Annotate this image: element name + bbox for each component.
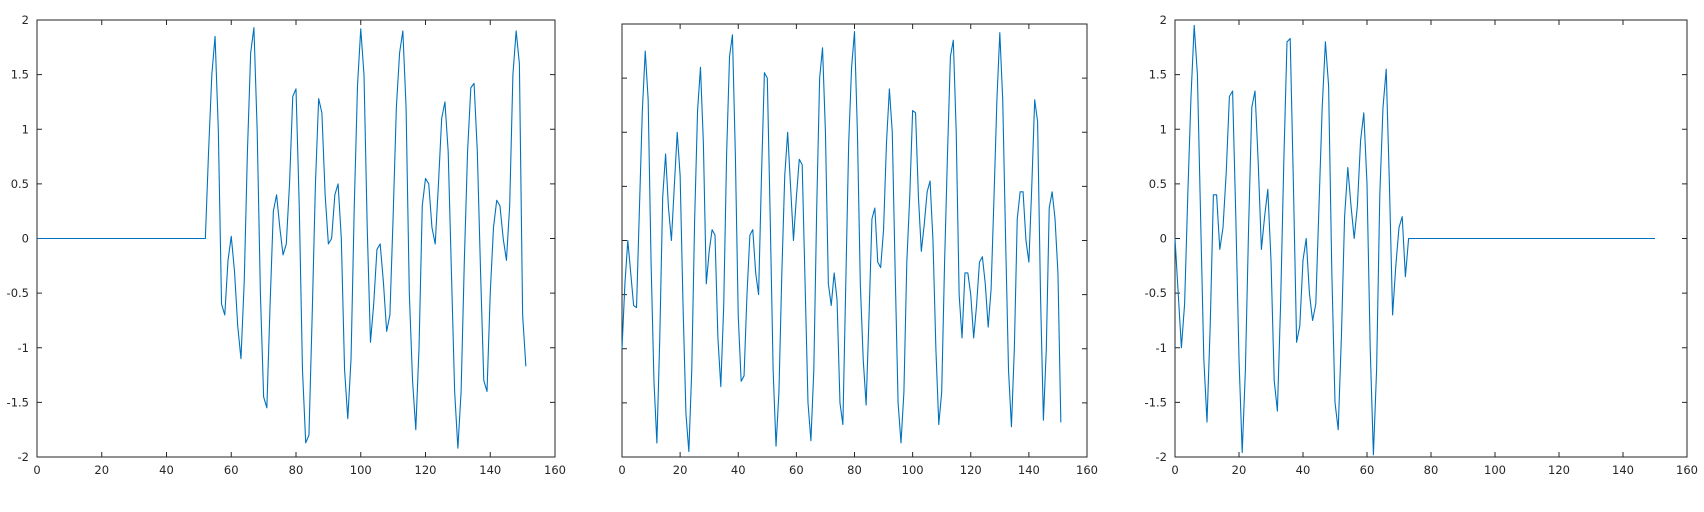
- y-tick-label: 2: [1160, 13, 1167, 27]
- y-tick-label: 1.5: [1149, 68, 1167, 82]
- x-tick-label: 20: [673, 463, 688, 477]
- y-tick-label: -1.5: [1145, 395, 1167, 409]
- y-tick-label: 1.5: [11, 68, 29, 82]
- x-tick-label: 80: [1424, 463, 1439, 477]
- x-tick-label: 20: [1232, 463, 1247, 477]
- x-tick-label: 0: [618, 463, 625, 477]
- y-tick-label: 1: [1160, 122, 1167, 136]
- y-tick-label: -1: [1156, 341, 1167, 355]
- x-tick-label: 40: [159, 463, 174, 477]
- x-tick-label: 80: [289, 463, 304, 477]
- series-line: [621, 31, 1062, 453]
- series-line: [1174, 24, 1655, 456]
- x-tick-label: 160: [1076, 463, 1098, 477]
- x-tick-label: 60: [789, 463, 804, 477]
- y-tick-label: -1.5: [7, 395, 29, 409]
- x-tick-label: 40: [1296, 463, 1311, 477]
- x-tick-label: 140: [479, 463, 501, 477]
- y-tick-label: -2: [18, 450, 29, 464]
- x-tick-label: 80: [847, 463, 862, 477]
- chart-left: 0 20 40 60 80 100 120 140 160 -2 -1.5 -1 -0.5 0 0.5 1 1.…: [7, 13, 566, 477]
- x-tick-label: 60: [1360, 463, 1375, 477]
- x-tick-label: 0: [1171, 463, 1178, 477]
- y-tick-label: -0.5: [1145, 286, 1167, 300]
- chart-middle: 0 20 40 60 80 100 120 140 160: [618, 23, 1098, 477]
- x-tick-label: 100: [1484, 463, 1506, 477]
- x-tick-label: 120: [1548, 463, 1570, 477]
- x-tick-label: 120: [960, 463, 982, 477]
- chart-right: 0 20 40 60 80 100 120 140 160 -2 -1.5 -1 -0.5 0 0.5 1 1.…: [1145, 13, 1698, 477]
- x-tick-label: 40: [731, 463, 746, 477]
- x-tick-label: 100: [350, 463, 372, 477]
- y-tick-label: 2: [22, 13, 29, 27]
- y-tick-label: 0.5: [1149, 177, 1167, 191]
- y-tick-label: 0: [22, 232, 29, 246]
- x-tick-label: 60: [224, 463, 239, 477]
- y-tick-label: 0.5: [11, 177, 29, 191]
- y-tick-label: -0.5: [7, 286, 29, 300]
- y-tick-label: -1: [18, 341, 29, 355]
- x-tick-label: 140: [1018, 463, 1040, 477]
- y-tick-label: 1: [22, 122, 29, 136]
- x-tick-label: 140: [1612, 463, 1634, 477]
- x-tick-label: 100: [902, 463, 924, 477]
- y-tick-label: 0: [1160, 232, 1167, 246]
- series-line: [37, 27, 527, 449]
- x-tick-label: 160: [1676, 463, 1698, 477]
- x-tick-label: 20: [94, 463, 109, 477]
- x-tick-label: 160: [544, 463, 566, 477]
- y-tick-label: -2: [1156, 450, 1167, 464]
- x-tick-label: 0: [33, 463, 40, 477]
- x-tick-label: 120: [415, 463, 437, 477]
